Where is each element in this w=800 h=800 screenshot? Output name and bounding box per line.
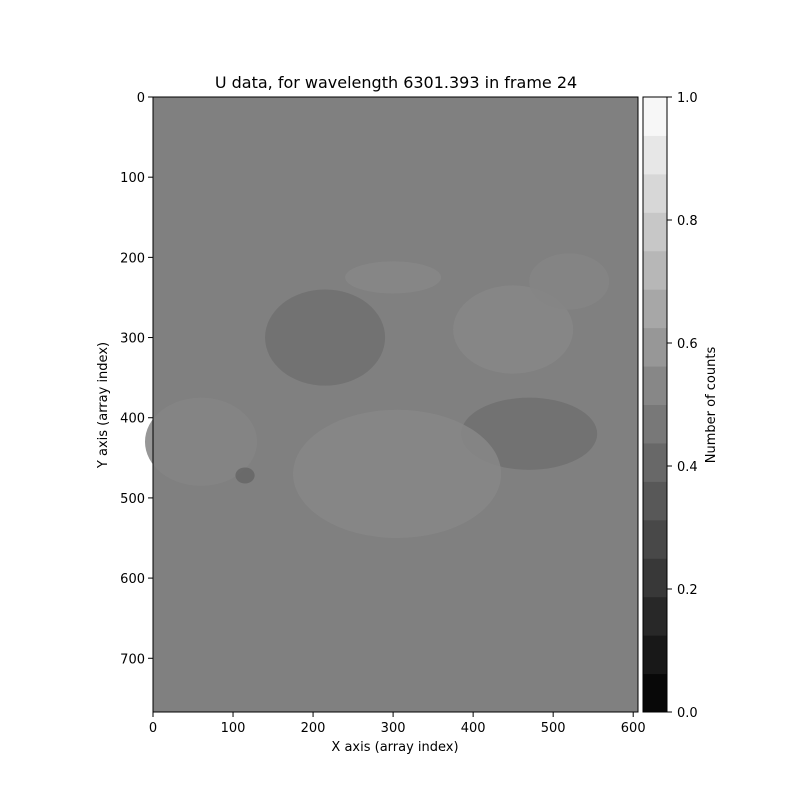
y-tick-label: 700 (120, 652, 145, 667)
colorbar-band (643, 596, 667, 636)
colorbar-tick-label: 0.2 (677, 583, 698, 598)
colorbar-band (643, 404, 667, 444)
heatmap-region-light (453, 285, 574, 374)
colorbar-band (643, 442, 667, 482)
colorbar-tick-label: 0.4 (677, 460, 698, 475)
colorbar-band (643, 366, 667, 405)
colorbar-band (643, 289, 667, 329)
y-tick-label: 300 (120, 332, 145, 347)
heatmap-region-dark (461, 397, 598, 470)
colorbar-tick-label: 0.6 (677, 337, 698, 352)
heatmap-regions (144, 253, 610, 539)
colorbar: 0.0 0.2 0.4 0.6 0.8 1.0 Number of counts (642, 91, 719, 721)
heatmap-region-light (293, 409, 502, 539)
colorbar-bands (643, 97, 667, 713)
x-tick-label: 500 (541, 721, 566, 736)
x-tick-label: 400 (461, 721, 486, 736)
heatmap-region-light (529, 253, 610, 310)
colorbar-band (643, 250, 667, 290)
colorbar-band (643, 673, 667, 713)
colorbar-band (643, 135, 667, 175)
colorbar-band (643, 327, 667, 367)
plot-frame (152, 96, 639, 713)
colorbar-band (643, 481, 667, 521)
heatmap-region-dark (235, 467, 255, 484)
y-tick-label: 400 (120, 412, 145, 427)
colorbar-ticks: 0.0 0.2 0.4 0.6 0.8 1.0 (667, 91, 698, 721)
x-tick-label: 100 (221, 721, 246, 736)
chart-title: U data, for wavelength 6301.393 in frame… (215, 73, 577, 92)
x-tick-label: 200 (301, 721, 326, 736)
colorbar-band (643, 635, 667, 675)
y-tick-label: 0 (137, 91, 145, 106)
x-axis-ticks: 0 100 200 300 400 500 600 (149, 712, 646, 736)
y-tick-label: 100 (120, 171, 145, 186)
colorbar-tick-label: 1.0 (677, 91, 698, 106)
colorbar-band (643, 558, 667, 598)
y-axis-ticks: 0 100 200 300 400 500 600 700 (120, 91, 153, 667)
x-tick-label: 300 (381, 721, 406, 736)
colorbar-band (643, 173, 667, 213)
y-tick-label: 200 (120, 251, 145, 266)
heatmap-region-dark (265, 289, 386, 386)
colorbar-tick-label: 0.8 (677, 214, 698, 229)
plot-area (144, 96, 639, 713)
x-axis-label: X axis (array index) (331, 740, 458, 755)
colorbar-label: Number of counts (704, 347, 719, 464)
colorbar-frame (642, 96, 668, 713)
y-tick-label: 600 (120, 572, 145, 587)
colorbar-band (643, 97, 667, 136)
colorbar-band (643, 519, 667, 559)
heatmap-region-light (345, 261, 442, 294)
x-tick-label: 600 (621, 721, 646, 736)
colorbar-tick-label: 0.0 (677, 706, 698, 721)
heatmap-region-light (144, 397, 258, 486)
y-axis-label: Y axis (array index) (96, 342, 111, 469)
x-tick-label: 0 (149, 721, 157, 736)
colorbar-band (643, 212, 667, 252)
y-tick-label: 500 (120, 492, 145, 507)
